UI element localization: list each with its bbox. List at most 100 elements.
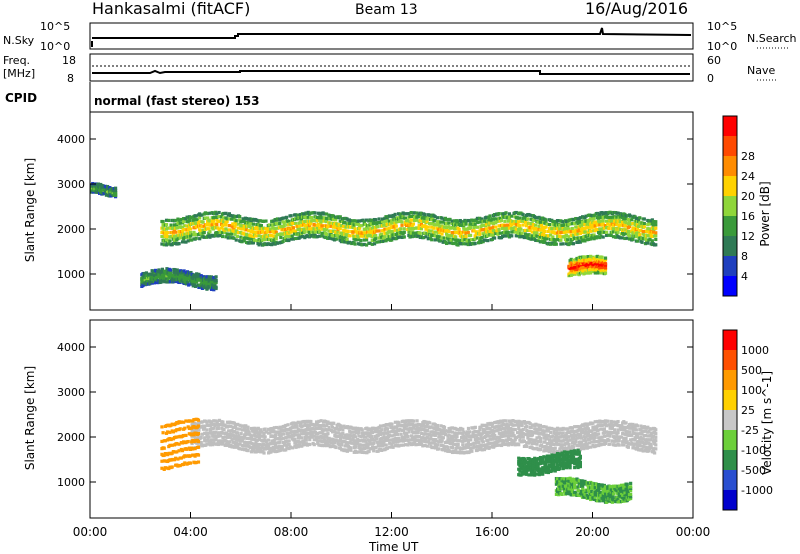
colorbar-segment <box>723 256 737 276</box>
scatter-cell <box>147 272 151 276</box>
scatter-cell <box>374 218 378 222</box>
scatter-cell <box>210 223 214 227</box>
scatter-cell <box>553 238 557 242</box>
scatter-cell <box>287 238 291 243</box>
scatter-cell <box>634 428 638 432</box>
scatter-cell <box>234 238 238 242</box>
scatter-cell <box>329 224 333 228</box>
scatter-cell <box>252 442 256 446</box>
scatter-cell <box>240 219 244 224</box>
scatter-cell <box>340 425 344 429</box>
scatter-cell <box>626 445 630 449</box>
scatter-cell <box>442 236 446 240</box>
scatter-cell <box>635 435 640 439</box>
scatter-cell <box>258 219 262 223</box>
scatter-cell <box>318 234 322 238</box>
scatter-cell <box>469 446 473 450</box>
scatter-cell <box>426 225 430 229</box>
scatter-cell <box>634 234 638 239</box>
scatter-cell <box>571 445 576 449</box>
scatter-cell <box>485 423 489 428</box>
scatter-cell <box>280 444 284 449</box>
scatter-cell <box>359 234 363 238</box>
scatter-cell <box>547 222 552 227</box>
scatter-cell <box>367 442 371 446</box>
scatter-cell <box>595 223 600 227</box>
scatter-cell <box>488 214 492 218</box>
scatter-cell <box>273 433 278 438</box>
scatter-cell <box>535 436 539 440</box>
scatter-cell <box>298 235 302 239</box>
scatter-cell <box>528 422 532 426</box>
scatter-cell <box>291 446 295 450</box>
scatter-cell <box>230 437 234 442</box>
scatter-cell <box>478 216 482 220</box>
scatter-cell <box>353 442 358 446</box>
scatter-cell <box>281 216 285 220</box>
scatter-cell <box>637 224 641 229</box>
scatter-cell <box>464 222 468 226</box>
scatter-cell <box>422 235 426 240</box>
scatter-cell <box>284 234 289 238</box>
scatter-cell <box>246 449 250 453</box>
scatter-cell <box>223 230 227 234</box>
scatter-cell <box>553 446 557 450</box>
scatter-cell <box>447 229 451 234</box>
scatter-cell <box>472 229 476 233</box>
scatter-cell <box>433 433 437 437</box>
scatter-cell <box>318 226 322 230</box>
scatter-cell <box>236 427 240 431</box>
scatter-cell <box>442 425 447 429</box>
scatter-cell <box>406 435 410 439</box>
scatter-cell <box>252 238 257 242</box>
scatter-cell <box>571 269 576 273</box>
scatter-cell <box>503 442 507 447</box>
scatter-cell <box>227 228 231 232</box>
scatter-cell <box>538 220 542 224</box>
scatter-cell <box>534 438 538 443</box>
scatter-cell <box>232 236 236 240</box>
scatter-cell <box>209 422 214 427</box>
scatter-cell <box>419 222 424 227</box>
scatter-cell <box>294 445 298 449</box>
scatter-cell <box>466 426 471 431</box>
scatter-cell <box>166 278 170 282</box>
scatter-cell <box>574 216 578 221</box>
scatter-cell <box>195 436 199 440</box>
scatter-cell <box>345 441 350 445</box>
scatter-cell <box>571 263 576 267</box>
scatter-cell <box>533 233 537 238</box>
scatter-cell <box>232 429 236 434</box>
scatter-cell <box>621 220 625 224</box>
scatter-cell <box>391 440 395 444</box>
scatter-cell <box>593 224 597 228</box>
scatter-cell <box>506 230 510 235</box>
scatter-cell <box>543 240 547 244</box>
scatter-cell <box>518 216 522 220</box>
scatter-cell <box>306 210 310 214</box>
scatter-cell <box>601 235 605 239</box>
colorbar-tick-label: 24 <box>741 170 755 183</box>
scatter-cell <box>481 232 485 236</box>
scatter-cell <box>439 220 443 224</box>
scatter-cell <box>171 274 175 278</box>
scatter-cell <box>479 425 483 429</box>
colorbar-tick-label: 28 <box>741 150 755 163</box>
scatter-cell <box>533 441 537 446</box>
scatter-cell <box>202 230 206 235</box>
scatter-cell <box>486 239 490 243</box>
scatter-cell <box>433 238 437 242</box>
scatter-cell <box>215 215 219 219</box>
scatter-cell <box>592 437 596 441</box>
scatter-cell <box>438 224 442 228</box>
scatter-cell <box>203 216 207 220</box>
scatter-cell <box>418 231 422 235</box>
scatter-cell <box>521 435 525 439</box>
scatter-cell <box>211 280 215 284</box>
colorbar-tick-label: 12 <box>741 230 755 243</box>
scatter-cell <box>521 213 525 217</box>
scatter-cell <box>538 439 543 444</box>
scatter-cell <box>187 218 191 223</box>
scatter-cell <box>168 239 172 243</box>
